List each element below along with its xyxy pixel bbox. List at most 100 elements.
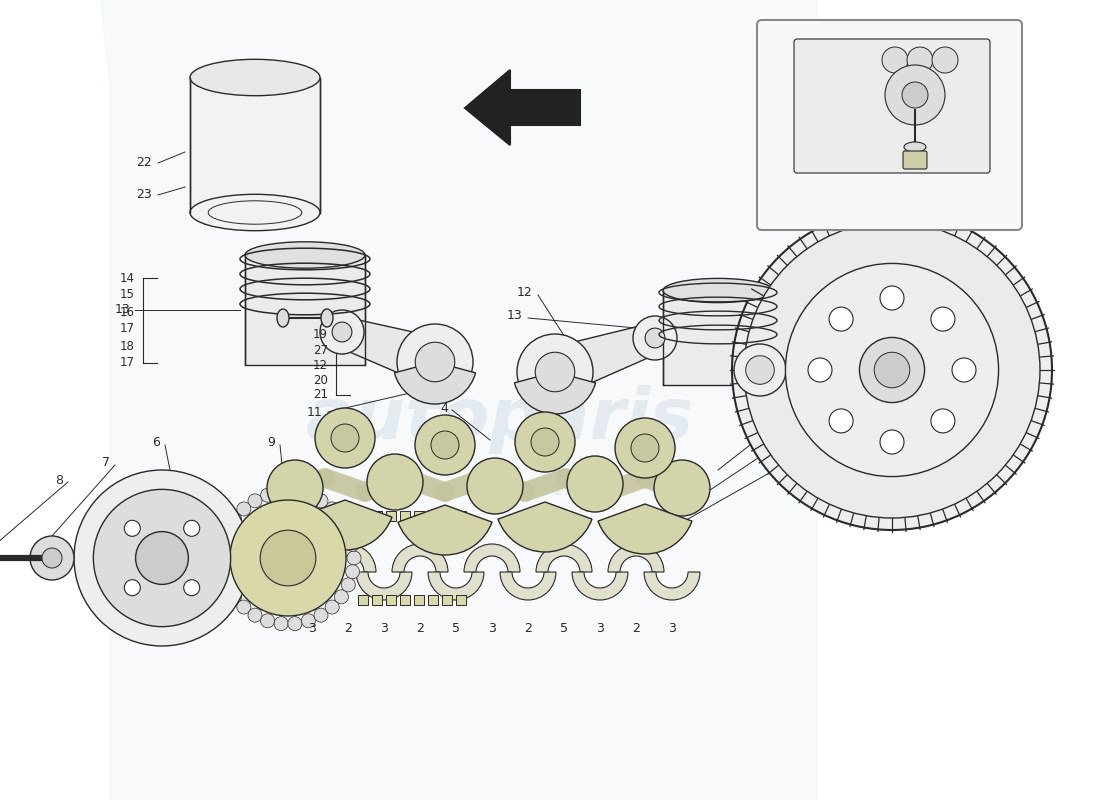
Circle shape bbox=[236, 600, 251, 614]
Text: 3: 3 bbox=[308, 622, 316, 634]
Circle shape bbox=[30, 536, 74, 580]
Wedge shape bbox=[608, 544, 664, 572]
Circle shape bbox=[367, 454, 424, 510]
Circle shape bbox=[345, 538, 360, 551]
Circle shape bbox=[230, 500, 346, 616]
Wedge shape bbox=[536, 544, 592, 572]
Circle shape bbox=[334, 590, 349, 604]
Circle shape bbox=[124, 580, 141, 596]
Circle shape bbox=[341, 578, 355, 592]
Circle shape bbox=[314, 608, 328, 622]
Text: autoparis: autoparis bbox=[306, 386, 694, 454]
Wedge shape bbox=[320, 544, 376, 572]
Text: 2: 2 bbox=[928, 342, 936, 354]
Circle shape bbox=[184, 520, 200, 536]
Circle shape bbox=[326, 600, 339, 614]
Circle shape bbox=[314, 494, 328, 508]
Circle shape bbox=[261, 488, 275, 502]
FancyBboxPatch shape bbox=[757, 20, 1022, 230]
Wedge shape bbox=[464, 544, 520, 572]
Bar bbox=[386, 511, 396, 521]
Bar bbox=[442, 511, 452, 521]
Text: 19: 19 bbox=[314, 329, 328, 342]
FancyBboxPatch shape bbox=[903, 151, 927, 169]
Text: 17: 17 bbox=[120, 322, 135, 335]
Bar bbox=[663, 290, 773, 386]
Bar bbox=[358, 511, 368, 521]
Bar bbox=[358, 595, 368, 605]
Circle shape bbox=[531, 428, 559, 456]
Circle shape bbox=[874, 352, 910, 388]
Text: 15: 15 bbox=[120, 289, 135, 302]
Text: 2: 2 bbox=[524, 622, 532, 634]
Circle shape bbox=[468, 458, 522, 514]
Circle shape bbox=[431, 431, 459, 459]
Circle shape bbox=[301, 488, 316, 502]
Text: 1: 1 bbox=[928, 303, 936, 317]
Text: 13: 13 bbox=[506, 309, 522, 322]
Circle shape bbox=[341, 524, 355, 538]
Ellipse shape bbox=[663, 278, 773, 302]
Circle shape bbox=[184, 580, 200, 596]
Text: 10: 10 bbox=[928, 229, 944, 242]
Circle shape bbox=[517, 334, 593, 410]
Wedge shape bbox=[395, 362, 475, 404]
Circle shape bbox=[415, 342, 454, 382]
Text: 24: 24 bbox=[759, 50, 774, 63]
Text: 11: 11 bbox=[306, 406, 322, 418]
Circle shape bbox=[228, 512, 242, 526]
Circle shape bbox=[931, 409, 955, 433]
Circle shape bbox=[42, 548, 62, 568]
Circle shape bbox=[952, 358, 976, 382]
Bar bbox=[372, 595, 382, 605]
Circle shape bbox=[214, 551, 229, 565]
Bar bbox=[400, 595, 410, 605]
Ellipse shape bbox=[321, 309, 333, 327]
Text: 16: 16 bbox=[120, 306, 135, 318]
Circle shape bbox=[267, 460, 323, 516]
Wedge shape bbox=[356, 572, 412, 600]
Circle shape bbox=[808, 358, 832, 382]
Polygon shape bbox=[465, 70, 580, 145]
Circle shape bbox=[217, 538, 230, 551]
Wedge shape bbox=[428, 572, 484, 600]
Wedge shape bbox=[398, 505, 492, 555]
Bar bbox=[428, 511, 438, 521]
Circle shape bbox=[288, 486, 301, 499]
Bar bbox=[190, 78, 320, 213]
Wedge shape bbox=[298, 500, 392, 550]
Text: 21: 21 bbox=[314, 389, 328, 402]
Text: 17: 17 bbox=[120, 357, 135, 370]
Circle shape bbox=[274, 486, 288, 499]
Circle shape bbox=[94, 490, 231, 626]
Circle shape bbox=[334, 512, 349, 526]
Bar bbox=[442, 595, 452, 605]
Ellipse shape bbox=[904, 142, 926, 152]
Text: 3: 3 bbox=[668, 622, 675, 634]
Polygon shape bbox=[100, 0, 817, 800]
Wedge shape bbox=[515, 372, 595, 414]
Circle shape bbox=[746, 356, 774, 384]
Text: 3: 3 bbox=[488, 622, 496, 634]
Text: 9: 9 bbox=[267, 435, 275, 449]
Circle shape bbox=[645, 328, 664, 348]
Circle shape bbox=[320, 310, 364, 354]
Circle shape bbox=[785, 263, 999, 477]
Text: 22: 22 bbox=[136, 157, 152, 170]
Circle shape bbox=[415, 415, 475, 475]
Circle shape bbox=[654, 460, 710, 516]
Circle shape bbox=[829, 409, 854, 433]
Circle shape bbox=[74, 470, 250, 646]
Circle shape bbox=[902, 82, 928, 108]
Text: 4: 4 bbox=[440, 402, 448, 414]
Circle shape bbox=[315, 408, 375, 468]
Circle shape bbox=[886, 65, 945, 125]
Circle shape bbox=[882, 47, 908, 73]
Text: 18: 18 bbox=[120, 339, 135, 353]
Bar bbox=[428, 595, 438, 605]
Bar bbox=[456, 511, 466, 521]
Wedge shape bbox=[572, 572, 628, 600]
FancyBboxPatch shape bbox=[794, 39, 990, 173]
Text: 2: 2 bbox=[344, 622, 352, 634]
Text: 23: 23 bbox=[136, 189, 152, 202]
